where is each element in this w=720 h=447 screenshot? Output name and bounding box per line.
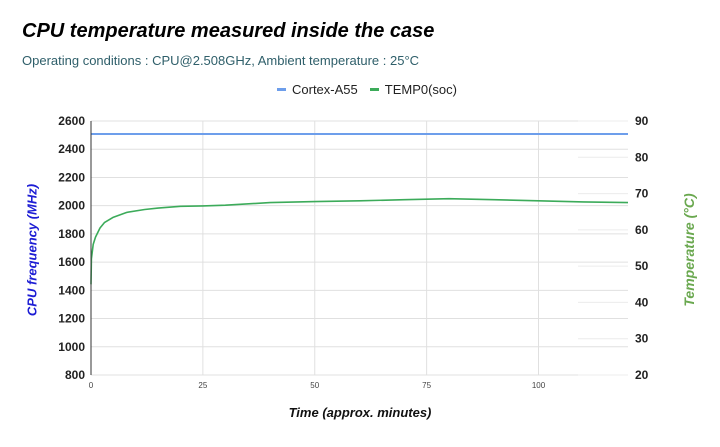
y-tick-label: 800: [65, 368, 85, 382]
left-axis-ticks: 800 1000 1200 1400 1600 1800 2000 2200 2400 2600: [58, 114, 85, 382]
y-tick-label: 1400: [58, 283, 85, 297]
x-tick-label: 0: [89, 381, 94, 390]
y2-tick-label: 70: [635, 187, 649, 201]
legend-swatch-icon: [277, 88, 286, 91]
x-axis-title: Time (approx. minutes): [0, 405, 720, 420]
chart-legend: Cortex-A55 TEMP0(soc): [0, 82, 720, 97]
chart-title: CPU temperature measured inside the case: [22, 20, 435, 42]
left-axis-title: CPU frequency (MHz): [24, 183, 40, 317]
x-axis-title-text: Time (approx. minutes): [288, 405, 432, 420]
data-series: [90, 133, 629, 285]
legend-item-cortex-a55[interactable]: Cortex-A55: [277, 82, 358, 97]
legend-item-temp0-soc[interactable]: TEMP0(soc): [369, 82, 457, 97]
x-tick-label: 100: [532, 381, 546, 390]
y-tick-label: 1600: [58, 255, 85, 269]
legend-label: Cortex-A55: [292, 82, 358, 97]
y2-tick-label: 20: [635, 368, 649, 382]
y2-tick-label: 60: [635, 223, 649, 237]
x-axis-ticks: 0 25 50 75 100: [89, 381, 546, 390]
y-tick-label: 1000: [58, 340, 85, 354]
y2-tick-label: 30: [635, 332, 649, 346]
x-tick-label: 25: [198, 381, 207, 390]
y-tick-label: 2200: [58, 170, 85, 184]
y2-tick-label: 80: [635, 150, 649, 164]
y-tick-label: 1800: [58, 227, 85, 241]
chart-subtitle: Operating conditions : CPU@2.508GHz, Amb…: [22, 53, 420, 68]
right-axis-title: Temperature (°C): [681, 193, 697, 307]
y-tick-label: 2000: [58, 199, 85, 213]
x-tick-label: 75: [422, 381, 431, 390]
series-line-temp0-soc-: [90, 197, 629, 285]
y-tick-label: 1200: [58, 312, 85, 326]
y-tick-label: 2400: [58, 142, 85, 156]
right-axis-ticks: 20 30 40 50 60 70 80 90: [635, 114, 649, 382]
legend-label: TEMP0(soc): [384, 82, 457, 97]
y2-tick-label: 90: [635, 114, 649, 128]
y-tick-label: 2600: [58, 114, 85, 128]
gridlines: [91, 120, 628, 376]
y2-tick-label: 50: [635, 259, 649, 273]
x-tick-label: 50: [310, 381, 319, 390]
legend-swatch-icon: [369, 88, 379, 91]
y2-tick-label: 40: [635, 295, 649, 309]
